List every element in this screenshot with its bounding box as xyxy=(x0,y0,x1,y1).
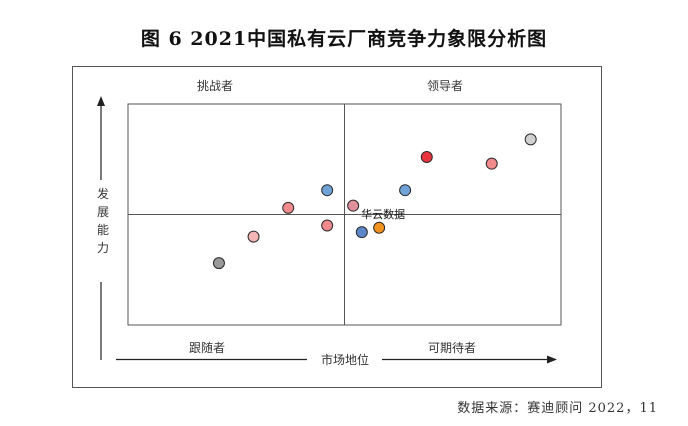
point-label: 华云数据 xyxy=(361,207,405,221)
scatter-point xyxy=(247,230,260,243)
data-points: 华云数据 xyxy=(212,133,537,270)
x-axis-label: 市场地位 xyxy=(321,352,369,367)
scatter-point xyxy=(399,184,412,197)
quadrant-label-bottom-right: 可期待者 xyxy=(428,341,476,355)
chart-frame xyxy=(72,66,602,388)
scatter-point xyxy=(355,226,368,239)
scatter-point xyxy=(282,201,295,214)
quadrant-label-top-left: 挑战者 xyxy=(197,79,233,93)
scatter-point xyxy=(321,184,334,197)
chart-title: 图 6 2021中国私有云厂商竞争力象限分析图 xyxy=(140,28,548,50)
source-note: 数据来源：赛迪顾问 2022，11 xyxy=(457,401,658,416)
scatter-point xyxy=(524,133,537,146)
scatter-point xyxy=(212,257,225,270)
scatter-point xyxy=(321,219,334,232)
y-axis-label-char: 展 xyxy=(97,205,109,219)
quadrant-label-top-right: 领导者 xyxy=(427,79,463,93)
y-axis-label-char: 能 xyxy=(97,223,109,237)
y-axis-arrowhead xyxy=(97,96,105,106)
y-axis-label-char: 力 xyxy=(97,241,109,255)
scatter-point xyxy=(347,199,360,212)
scatter-point xyxy=(485,157,498,170)
y-axis-label-char: 发 xyxy=(97,186,109,201)
x-axis-arrowhead xyxy=(547,355,557,364)
scatter-point xyxy=(420,151,433,164)
quadrant-label-bottom-left: 跟随者 xyxy=(189,340,225,355)
scatter-point xyxy=(373,221,386,234)
